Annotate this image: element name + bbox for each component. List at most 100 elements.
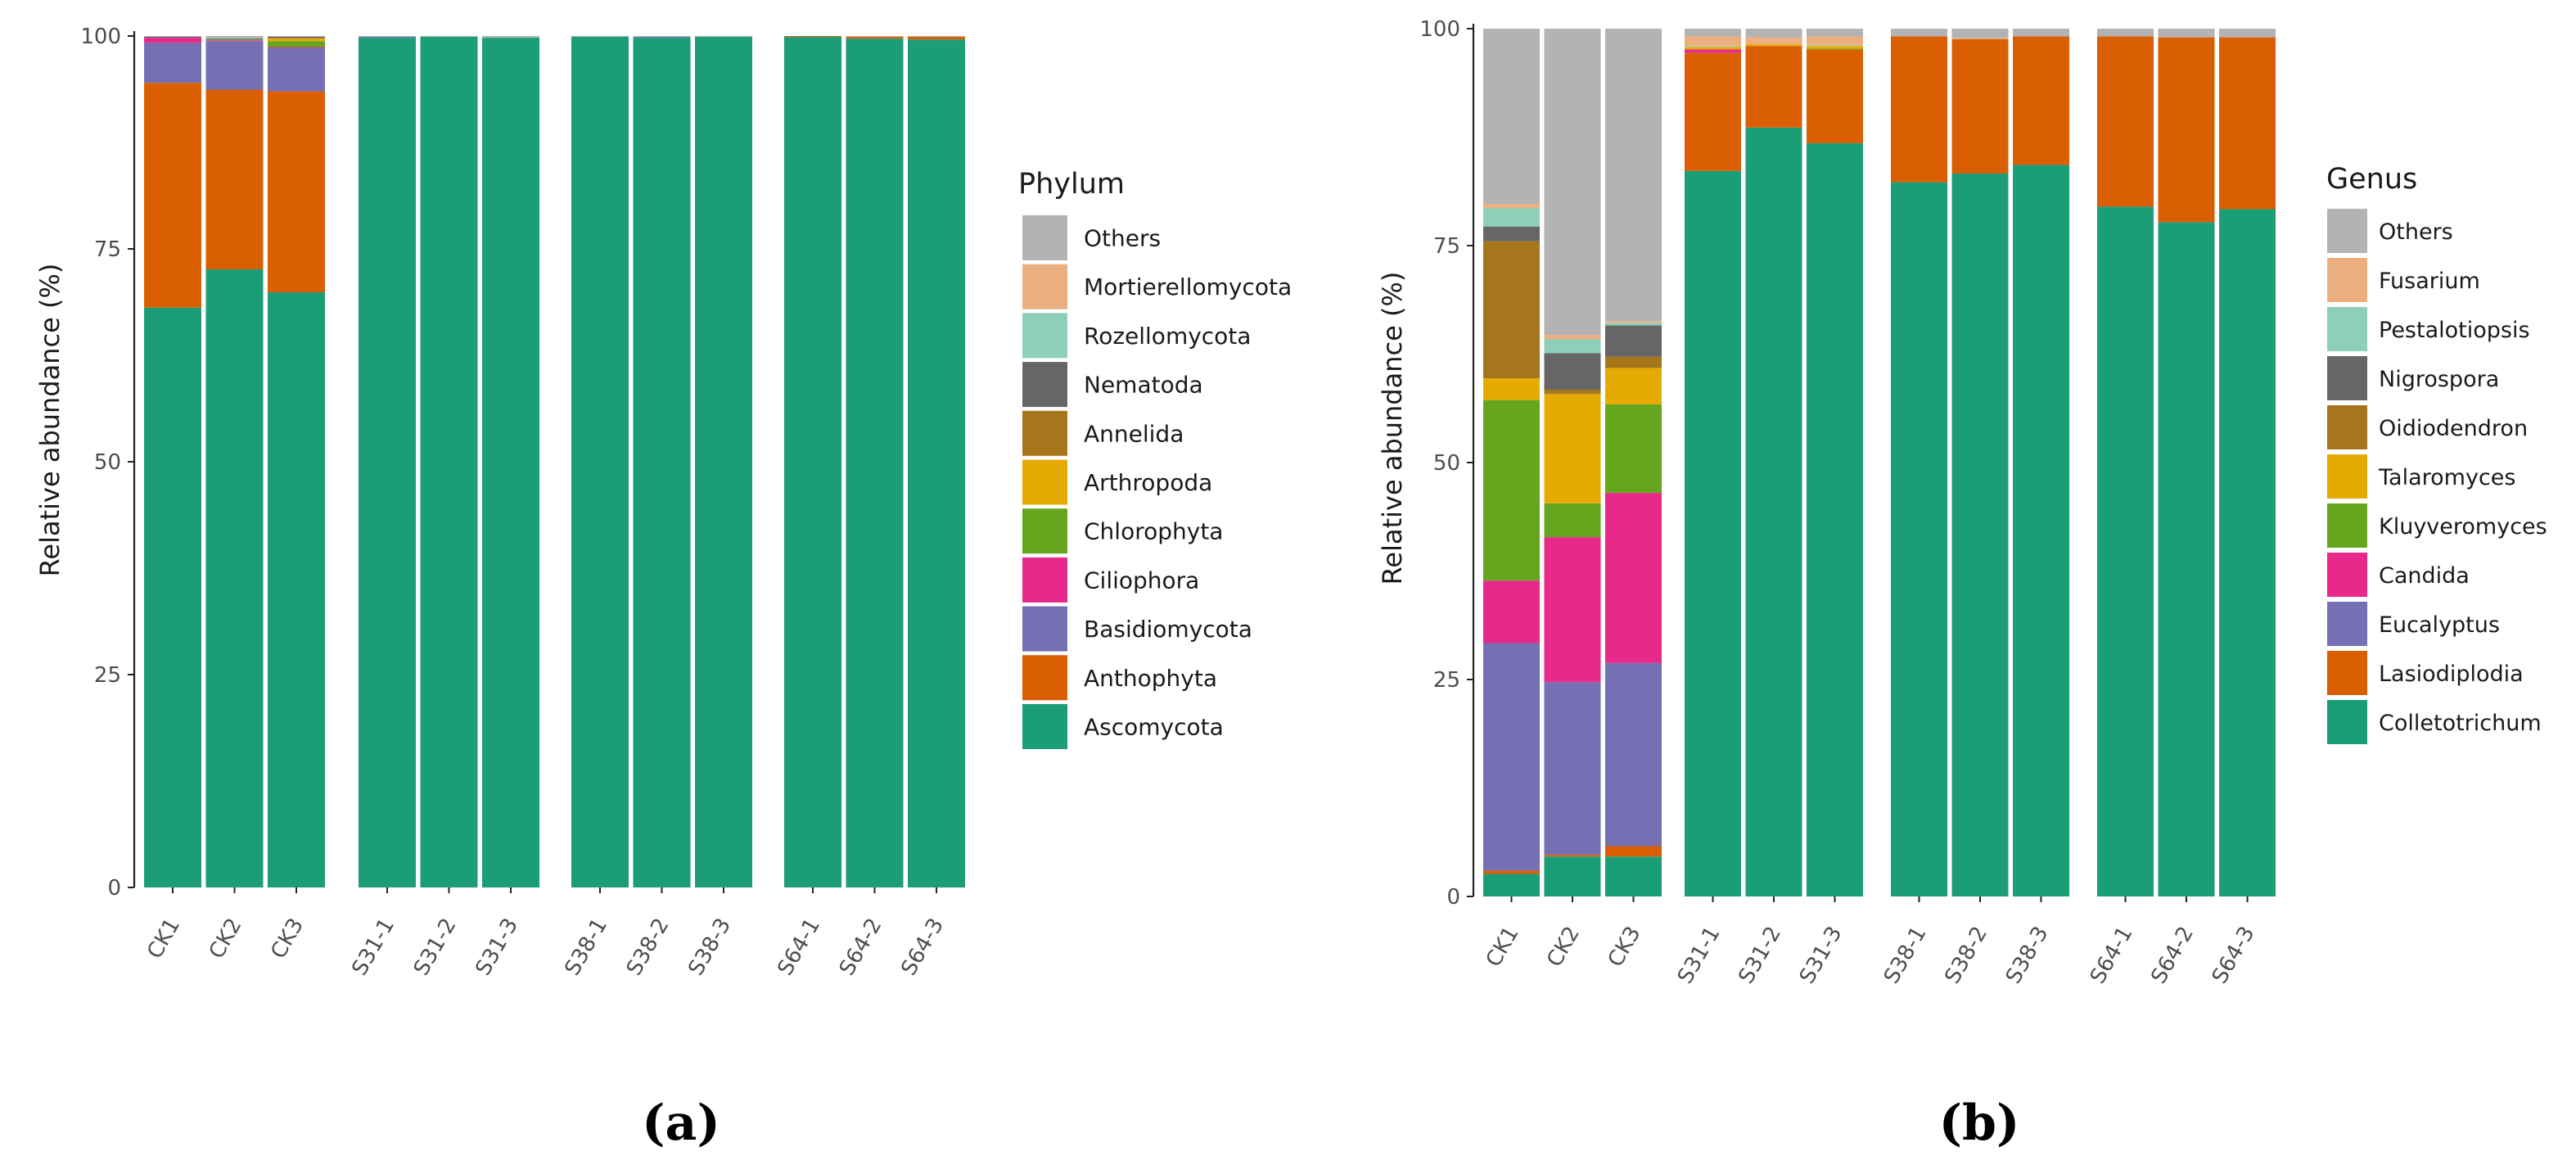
panel-b-bar-s64-1-colletotrichum [2097, 206, 2154, 897]
panel-b-bar-s31-1-lasiodiplodia [1685, 52, 1741, 171]
panel-b-bar-ck2-others [1544, 29, 1601, 336]
panel-b-bar-s31-3-lasiodiplodia [1807, 49, 1863, 143]
panel-a-bar-ck2-others [205, 36, 264, 39]
panel-b-bars [1483, 29, 2276, 897]
panel-b-legend-label-others: Others [2379, 219, 2453, 245]
panel-b-bar-ck2-kluyveromyces [1544, 503, 1601, 538]
panel-b-bar-s31-2-talaromyces [1745, 44, 1802, 47]
panel-b-bar-s64-2-colletotrichum [2158, 222, 2215, 896]
panel-b-bar-ck3-pestalotiopsis [1605, 323, 1662, 326]
panel-b-y-axis-label: Relative abundance (%) [1377, 272, 1408, 585]
panel-b-legend-swatch-pestalotiopsis [2327, 307, 2367, 351]
panel-a-legend-label-anthophyta: Anthophyta [1084, 665, 1217, 692]
panel-b-bar-ck2-nigrospora [1544, 353, 1601, 390]
panel-b-bar-s31-3-kluyveromyces [1807, 48, 1863, 50]
panel-b-bar-s64-2-lasiodiplodia [2158, 37, 2215, 223]
panel-a-legend: Phylum Others Mortierellomycota Rozellomyc… [1018, 168, 1292, 749]
panel-b-legend-swatch-lasiodiplodia [2327, 651, 2367, 695]
panel-b-bar-ck3-kluyveromyces [1605, 404, 1662, 494]
panel-b-legend: Genus Others Fusarium Pestalotiopsis Nigros… [2326, 163, 2547, 744]
panel-b-bar-s31-3-fusarium [1807, 36, 1863, 46]
panel-a-bar-ck2-chlorophyta [205, 39, 264, 41]
panel-a-legend-swatch-basidiomycota [1022, 606, 1067, 652]
panel-a-legend-label-others: Others [1084, 225, 1161, 252]
panel-b-legend-swatch-candida [2327, 553, 2367, 597]
panel-b-legend-label-candida: Candida [2379, 563, 2470, 589]
panel-a-bar-ck1-others [144, 36, 201, 38]
panel-b-legend-swatch-others [2327, 209, 2367, 253]
panel-b-bar-ck1-others [1483, 29, 1540, 205]
panel-b-bar-ck3-talaromyces [1605, 368, 1662, 404]
panel-a-legend-label-rozellomycota: Rozellomycota [1084, 323, 1251, 350]
panel-a-bar-s64-2-ascomycota [846, 38, 904, 888]
panel-b-bar-s38-2-fusarium [1951, 38, 2009, 39]
panel-a-legend-label-arthropoda: Arthropoda [1084, 469, 1212, 496]
panel-b-bar-ck3-oidiodendron [1605, 356, 1662, 368]
panel-b-bar-s31-2-fusarium [1745, 37, 1802, 45]
panel-a-bar-s38-1-others [571, 36, 629, 38]
panel-a-bar-s64-3-others [908, 36, 965, 38]
panel-b-legend-label-lasiodiplodia: Lasiodiplodia [2379, 662, 2524, 687]
panel-a-bar-ck2-basidiomycota [205, 41, 264, 90]
panel-b-legend-label-eucalyptus: Eucalyptus [2379, 612, 2500, 638]
panel-b-bar-s64-1-others [2097, 29, 2154, 37]
panel-b-bar-ck3-lasiodiplodia [1605, 846, 1662, 857]
panel-a-bar-s38-1-ascomycota [571, 37, 629, 887]
panel-b-bar-s64-3-others [2219, 29, 2276, 38]
panel-a-legend-swatch-mortierellomycota [1022, 264, 1067, 309]
panel-b-bar-s31-2-lasiodiplodia [1745, 46, 1802, 128]
panel-b-bar-s38-3-others [2013, 29, 2069, 37]
panel-b-bar-ck1-eucalyptus [1483, 643, 1540, 871]
panel-b-bar-ck1-kluyveromyces [1483, 400, 1540, 581]
panel-a-bar-s31-2-others [420, 36, 478, 38]
panel-b-y-tick-label: 50 [1433, 451, 1460, 476]
panel-b-bar-ck1-talaromyces [1483, 378, 1540, 400]
panel-b-bar-s31-3-pestalotiopsis [1807, 45, 1863, 47]
panel-b-bar-s64-3-colletotrichum [2219, 209, 2276, 897]
panel-b-bar-s64-1-lasiodiplodia [2097, 36, 2154, 207]
panel-a-bar-ck3-arthropoda [268, 38, 325, 42]
panel-a-bar-s64-1-anthophyta [784, 36, 841, 38]
panel-b-bar-ck3-others [1605, 29, 1662, 322]
panel-b-y-tick-label: 100 [1419, 17, 1460, 42]
panel-a-bar-ck2-anthophyta [205, 89, 264, 269]
panel-b-bar-s31-1-others [1685, 29, 1741, 37]
panel-b-bar-s31-1-fusarium [1685, 36, 1741, 47]
panel-a-legend-label-basidiomycota: Basidiomycota [1084, 616, 1252, 643]
panel-a-legend-label-ascomycota: Ascomycota [1084, 714, 1224, 741]
panel-a-bar-ck1-anthophyta [144, 83, 201, 308]
panel-b-bar-ck2-lasiodiplodia [1544, 855, 1601, 857]
panel-b-y-tick-label: 75 [1433, 234, 1460, 259]
panel-b-bar-s31-1-colletotrichum [1685, 170, 1741, 897]
panel-b-legend-swatch-kluyveromyces [2327, 503, 2367, 548]
panel-a-legend-label-ciliophora: Ciliophora [1084, 567, 1199, 594]
panel-b-bar-ck3-candida [1605, 493, 1662, 663]
panel-a-y-tick-label: 100 [80, 25, 121, 49]
panel-a-bar-ck3-others [268, 36, 325, 38]
panel-a-bar-ck3-ciliophora [268, 47, 325, 48]
panel-b-bar-ck1-fusarium [1483, 204, 1540, 209]
panel-a-bar-s38-2-others [633, 36, 691, 38]
panel-a-legend-swatch-ascomycota [1022, 704, 1067, 749]
panel-b-legend-label-nigrospora: Nigrospora [2379, 367, 2499, 392]
panel-b-bar-ck2-colletotrichum [1544, 856, 1601, 896]
panel-b-bar-s31-1-candida [1685, 49, 1741, 53]
panel-b-bar-ck1-lasiodiplodia [1483, 870, 1540, 874]
panel-a-y-tick-label: 0 [107, 876, 121, 901]
panel-b-bar-s31-3-colletotrichum [1807, 142, 1863, 897]
panel-b-bar-s38-3-lasiodiplodia [2013, 36, 2069, 165]
panel-b-legend-label-fusarium: Fusarium [2379, 269, 2480, 294]
panel-b-bar-ck3-colletotrichum [1605, 856, 1662, 896]
panel-b-bar-ck2-pestalotiopsis [1544, 339, 1601, 354]
panel-a-bar-ck3-ascomycota [268, 292, 325, 887]
panel-a-bar-s31-1-basidiomycota [359, 37, 416, 38]
panel-a-bar-s38-2-ascomycota [633, 38, 691, 888]
panel-a-bar-ck3-chlorophyta [268, 41, 325, 47]
panel-b-bar-s31-2-others [1745, 29, 1802, 38]
panel-a-legend-title: Phylum [1018, 168, 1125, 201]
panel-b-bar-s31-2-colletotrichum [1745, 127, 1802, 897]
